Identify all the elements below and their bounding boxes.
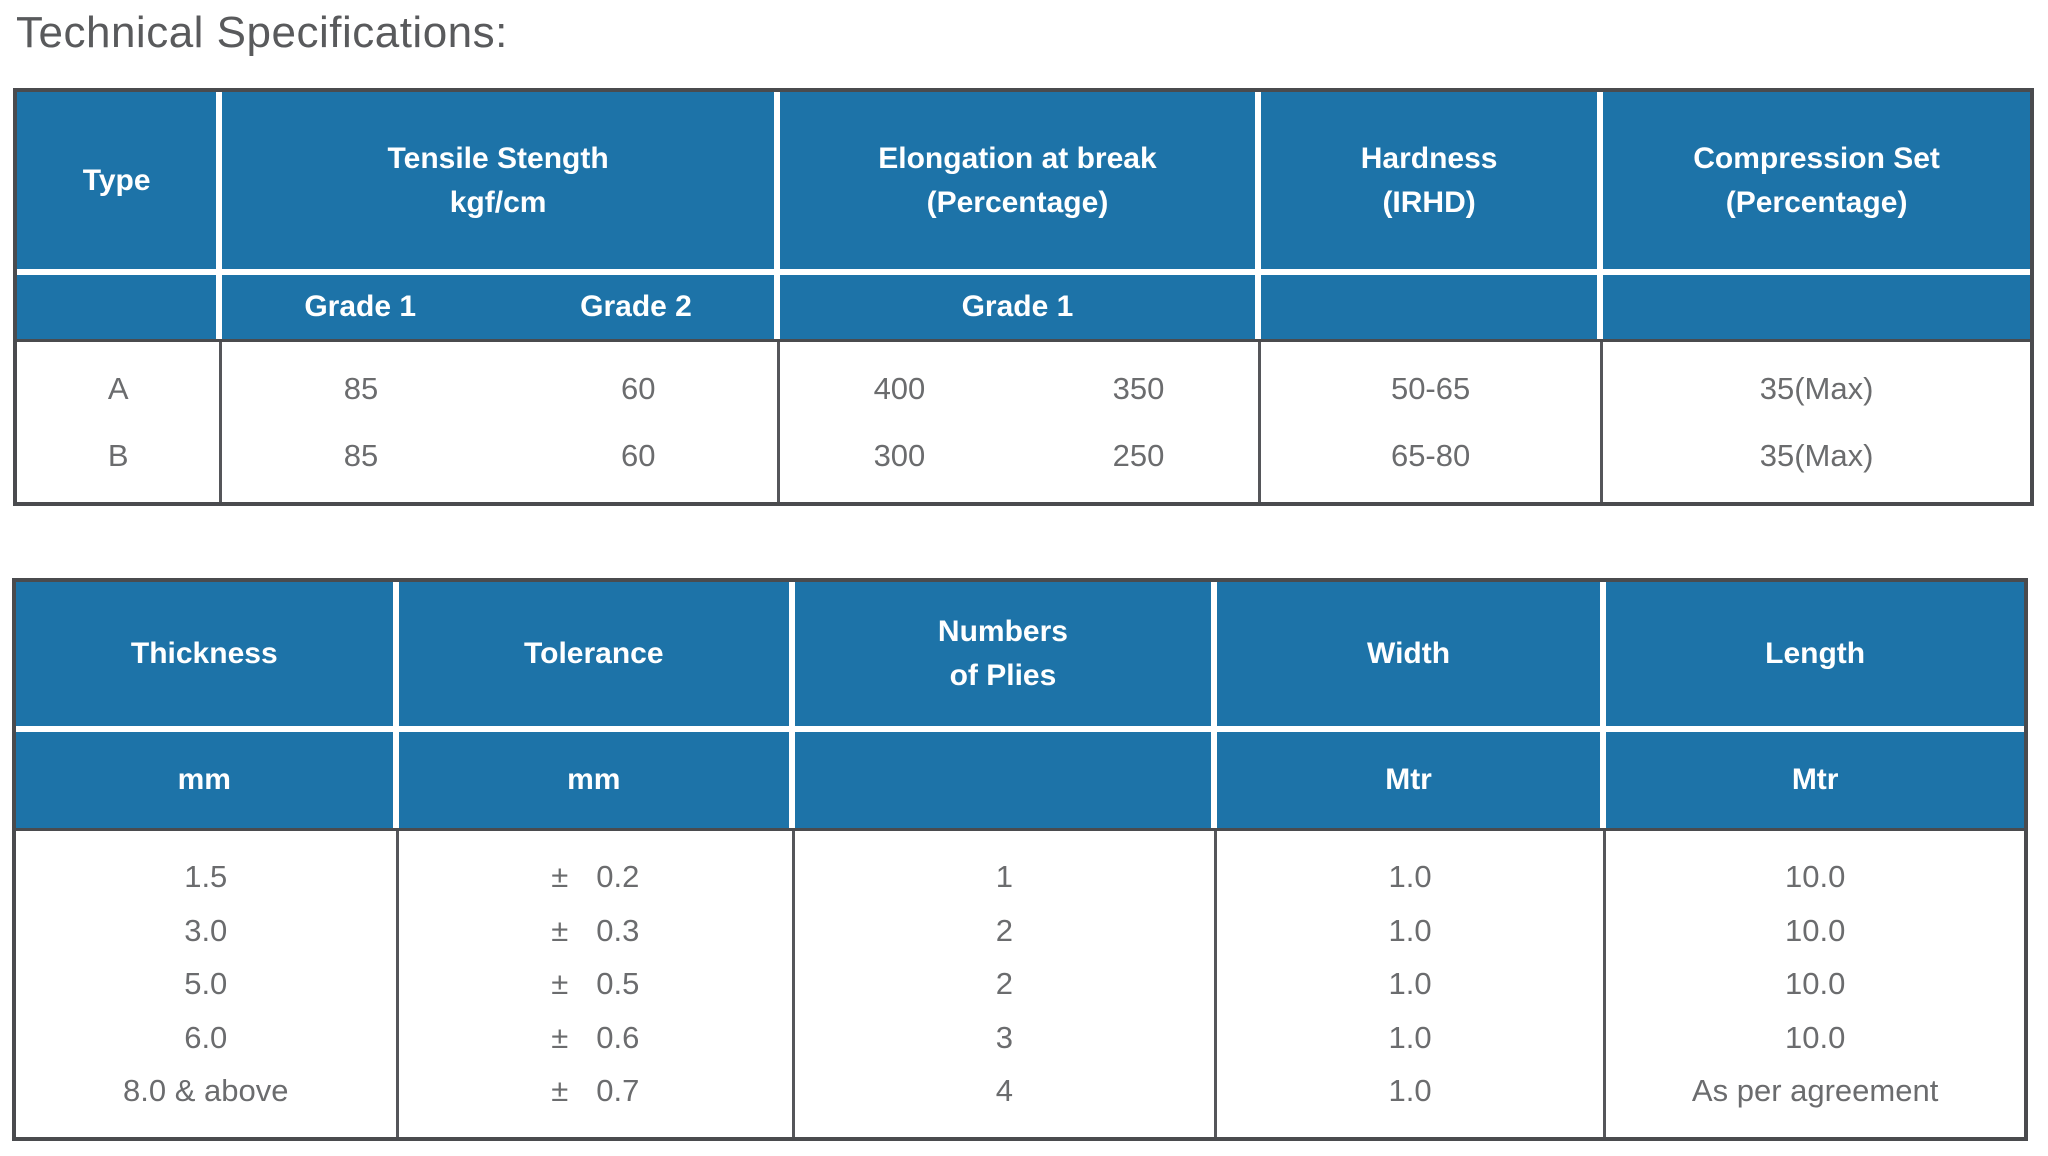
cell-value: 85 bbox=[343, 371, 379, 406]
cell-value: 85 bbox=[343, 438, 379, 473]
plus-minus-sign: ± bbox=[551, 1019, 569, 1055]
cell-value: 35(Max) bbox=[1759, 438, 1874, 473]
table1-col-compression: 35(Max) 35(Max) bbox=[1603, 342, 2030, 502]
table1-header-row: Type Tensile Stength kgf/cm Elongation a… bbox=[17, 92, 2030, 269]
table1-header-tensile: Tensile Stength kgf/cm bbox=[222, 92, 780, 269]
table2-col-length: 10.0 10.0 10.0 10.0 As per agreement bbox=[1606, 831, 2024, 1137]
table2-header-thickness: Thickness bbox=[16, 582, 399, 726]
cell-value: 350 bbox=[1112, 371, 1165, 406]
table2-col-width: 1.0 1.0 1.0 1.0 1.0 bbox=[1216, 831, 1607, 1137]
table1-body: A B 85 85 60 60 400 300 350 bbox=[17, 342, 2030, 502]
cell-value: 2 bbox=[995, 966, 1014, 1002]
plus-minus-sign: ± bbox=[551, 859, 569, 895]
cell-value: 400 bbox=[873, 371, 926, 406]
table1-subheader-row: Grade 1 Grade 2 Grade 1 bbox=[17, 275, 2030, 342]
cell-value: 8.0 & above bbox=[123, 1073, 289, 1109]
table2-unit-plies bbox=[795, 732, 1217, 828]
mechanical-properties-table: Type Tensile Stength kgf/cm Elongation a… bbox=[13, 88, 2034, 506]
cell-value: 0.6 bbox=[596, 1019, 640, 1055]
plus-minus-sign: ± bbox=[551, 912, 569, 948]
table2-header-tolerance: Tolerance bbox=[398, 582, 796, 726]
cell-value: A bbox=[107, 371, 129, 406]
cell-value: 0.5 bbox=[596, 966, 640, 1002]
plus-minus-sign: ± bbox=[551, 966, 569, 1002]
cell-value: 0.7 bbox=[596, 1073, 640, 1109]
cell-value: As per agreement bbox=[1691, 1073, 1939, 1109]
table2-units-row: mm mm Mtr Mtr bbox=[16, 732, 2024, 831]
table1-header-hardness: Hardness (IRHD) bbox=[1261, 92, 1604, 269]
cell-value: 1.0 bbox=[1388, 912, 1432, 948]
table1-header-elongation: Elongation at break (Percentage) bbox=[779, 92, 1261, 269]
page-title: Technical Specifications: bbox=[16, 8, 508, 57]
header-divider bbox=[16, 726, 2024, 732]
table1-header-type: Type bbox=[17, 92, 223, 269]
table2-header-width: Width bbox=[1216, 582, 1607, 726]
cell-value: B bbox=[107, 438, 129, 473]
cell-value: 300 bbox=[873, 438, 926, 473]
table2-body: 1.5 3.0 5.0 6.0 8.0 & above ± 0.2 ± 0.3 … bbox=[16, 831, 2024, 1137]
dimensions-table: Thickness Tolerance Numbers of Plies Wid… bbox=[12, 578, 2028, 1141]
cell-value: 2 bbox=[995, 912, 1014, 948]
cell-value: 1 bbox=[995, 859, 1014, 895]
table1-header-compression: Compression Set (Percentage) bbox=[1603, 92, 2030, 269]
table2-col-plies: 1 2 2 3 4 bbox=[795, 831, 1217, 1137]
cell-value: 1.0 bbox=[1388, 966, 1432, 1002]
cell-value: 1.0 bbox=[1388, 1073, 1432, 1109]
table2-header-row: Thickness Tolerance Numbers of Plies Wid… bbox=[16, 582, 2024, 726]
table1-subheader-elongation-grade: Grade 1 bbox=[779, 275, 1261, 339]
table1-subheader-grade1: Grade 1 bbox=[304, 290, 417, 323]
cell-value: 3 bbox=[995, 1019, 1014, 1055]
table2-header-length: Length bbox=[1606, 582, 2024, 726]
cell-value: 10.0 bbox=[1784, 912, 1846, 948]
cell-value: 0.2 bbox=[596, 859, 640, 895]
table1-subheader-tensile: Grade 1 Grade 2 bbox=[222, 275, 780, 339]
cell-value: 4 bbox=[995, 1073, 1014, 1109]
cell-value: 60 bbox=[621, 438, 656, 473]
cell-value: 0.3 bbox=[596, 912, 640, 948]
cell-value: 3.0 bbox=[184, 912, 228, 948]
table2-unit-thickness: mm bbox=[16, 732, 399, 828]
table2-unit-width: Mtr bbox=[1216, 732, 1607, 828]
table2-unit-tolerance: mm bbox=[398, 732, 796, 828]
table2-col-tolerance: ± 0.2 ± 0.3 ± 0.5 ± 0.6 ± 0.7 bbox=[398, 831, 796, 1137]
cell-value: 65-80 bbox=[1390, 438, 1471, 473]
table1-col-type: A B bbox=[17, 342, 223, 502]
cell-value: 10.0 bbox=[1784, 859, 1846, 895]
table1-subheader-type-empty bbox=[17, 275, 223, 339]
table1-col-hardness: 50-65 65-80 bbox=[1261, 342, 1604, 502]
table1-subheader-hardness-empty bbox=[1261, 275, 1604, 339]
cell-value: 60 bbox=[621, 371, 656, 406]
table1-subheader-grade2: Grade 2 bbox=[580, 290, 692, 323]
cell-value: 1.0 bbox=[1388, 859, 1432, 895]
table2-header-plies: Numbers of Plies bbox=[795, 582, 1217, 726]
cell-value: 50-65 bbox=[1390, 371, 1471, 406]
cell-value: 1.5 bbox=[184, 859, 228, 895]
table2-col-thickness: 1.5 3.0 5.0 6.0 8.0 & above bbox=[16, 831, 399, 1137]
cell-value: 6.0 bbox=[184, 1019, 228, 1055]
cell-value: 1.0 bbox=[1388, 1019, 1432, 1055]
header-divider bbox=[17, 269, 2030, 275]
cell-value: 10.0 bbox=[1784, 966, 1846, 1002]
cell-value: 250 bbox=[1112, 438, 1165, 473]
cell-value: 10.0 bbox=[1784, 1019, 1846, 1055]
table1-col-tensile: 85 85 60 60 bbox=[222, 342, 780, 502]
cell-value: 35(Max) bbox=[1759, 371, 1874, 406]
table1-col-elongation: 400 300 350 250 bbox=[779, 342, 1261, 502]
cell-value: 5.0 bbox=[184, 966, 228, 1002]
plus-minus-sign: ± bbox=[551, 1073, 569, 1109]
table2-unit-length: Mtr bbox=[1606, 732, 2024, 828]
table1-subheader-compression-empty bbox=[1603, 275, 2030, 339]
